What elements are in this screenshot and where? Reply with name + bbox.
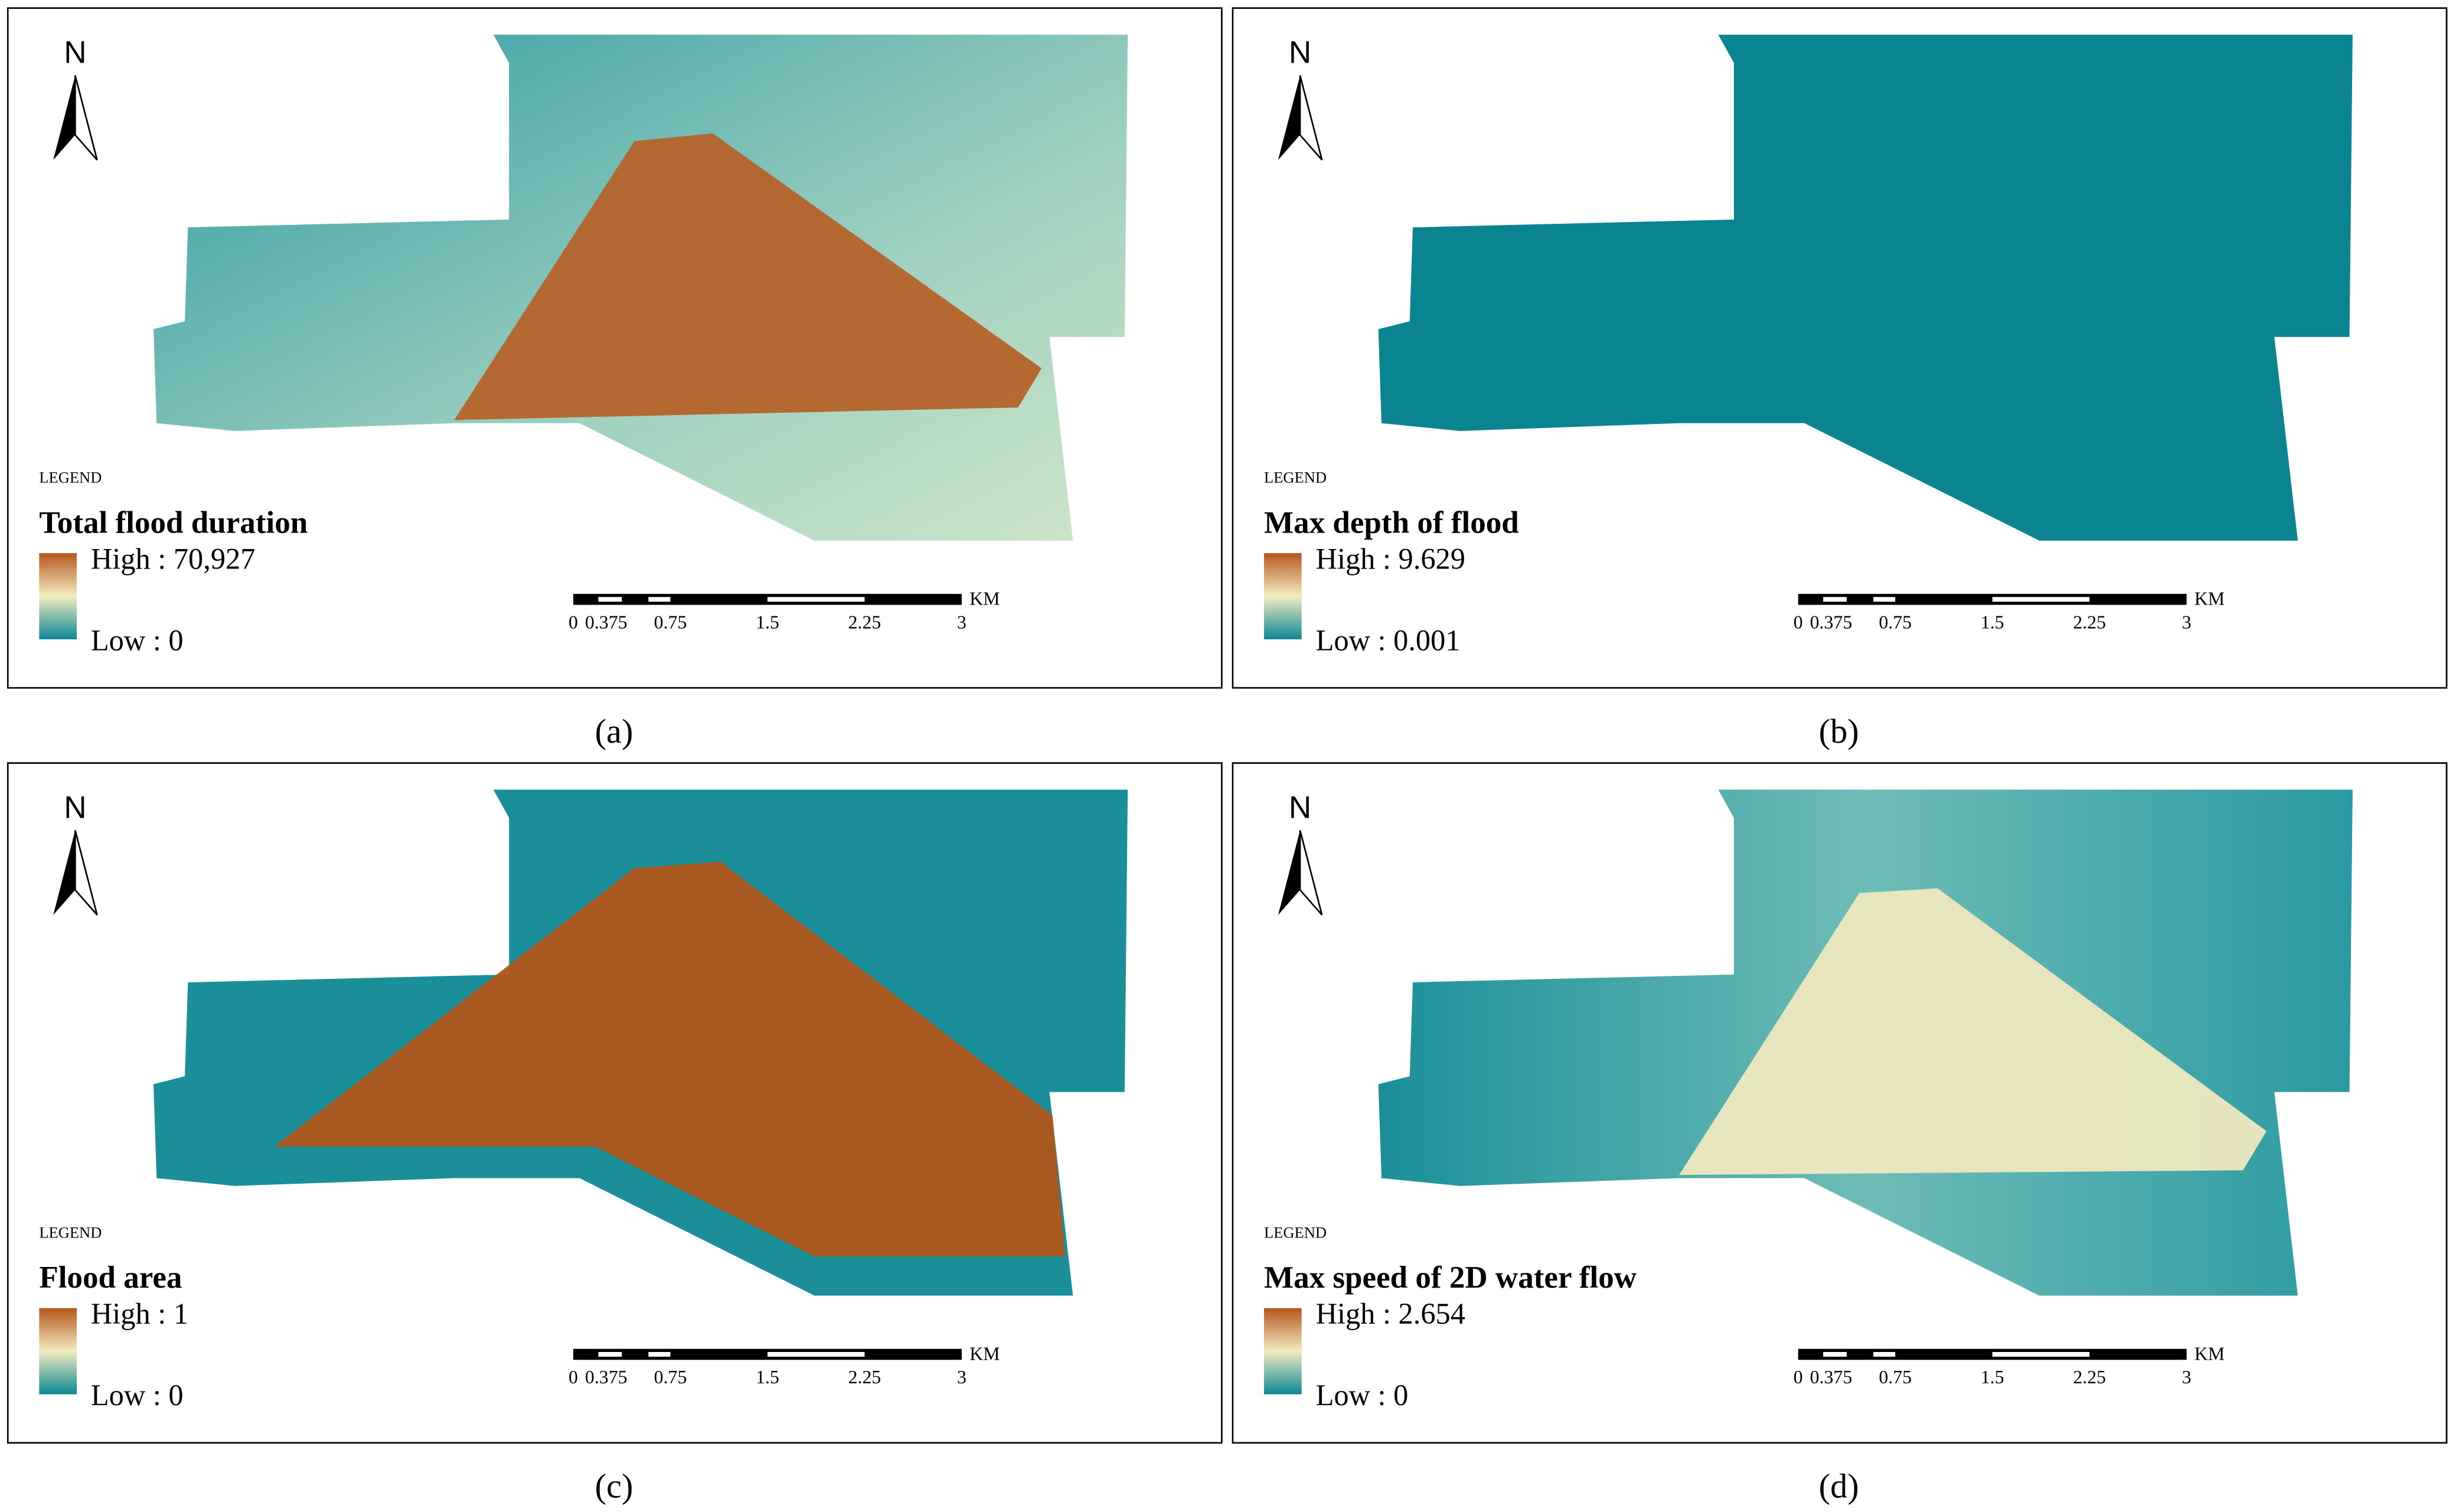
scale-segment	[1823, 1351, 1847, 1357]
legend-ramp	[39, 1308, 77, 1395]
scale-segment	[648, 597, 671, 602]
legend-high: High : 70,927	[91, 542, 256, 575]
scale-label: 0.75	[1879, 612, 1912, 632]
panel-frame	[6, 762, 1223, 1444]
scale-label: 1.5	[1981, 1367, 2004, 1387]
north-arrow-left	[53, 75, 76, 161]
scale-segment	[1873, 597, 1896, 602]
legend-ramp	[1264, 1308, 1302, 1395]
scale-unit: KM	[969, 588, 1000, 609]
north-arrow-left	[1278, 75, 1301, 161]
scale-segment	[1823, 597, 1847, 602]
north-arrow-left	[1278, 830, 1301, 915]
scale-unit: KM	[2194, 588, 2225, 609]
legend-low: Low : 0.001	[1316, 623, 1461, 657]
panel-caption: (b)	[1819, 712, 1859, 750]
scale-label: 0	[1794, 612, 1803, 632]
legend-heading: LEGEND	[1264, 469, 1327, 486]
panel-frame	[1232, 762, 2448, 1444]
panel-caption: (d)	[1819, 1467, 1859, 1506]
map-extent	[1378, 34, 2353, 541]
legend-high: High : 2.654	[1316, 1297, 1465, 1330]
north-arrow-right	[74, 830, 98, 916]
scale-label: 1.5	[1981, 612, 2004, 632]
scale-label: 1.5	[756, 612, 779, 632]
north-label: N	[1289, 790, 1311, 825]
scale-label: 2.25	[848, 1367, 881, 1387]
scale-label: 2.25	[2073, 612, 2106, 632]
legend-heading: LEGEND	[39, 469, 102, 486]
north-arrow-left	[53, 830, 76, 915]
north-arrow-right	[1299, 75, 1323, 161]
legend-high: High : 9.629	[1316, 542, 1465, 575]
scale-label: 1.5	[756, 1367, 779, 1387]
scale-label: 3	[957, 1367, 966, 1387]
scale-label: 2.25	[848, 612, 881, 632]
legend-title: Max depth of flood	[1264, 505, 1519, 540]
scale-label: 2.25	[2073, 1367, 2106, 1387]
panel-frame	[6, 7, 1223, 689]
panel-caption: (c)	[595, 1467, 633, 1506]
scale-label: 0	[1794, 1367, 1803, 1387]
legend-low: Low : 0	[1316, 1379, 1409, 1412]
flood-region	[454, 133, 1042, 420]
scale-segment	[1873, 1351, 1896, 1357]
legend-low: Low : 0	[91, 623, 184, 657]
legend-high: High : 1	[91, 1297, 188, 1330]
scale-label: 0.75	[654, 1367, 687, 1387]
scale-segment	[1992, 597, 2090, 602]
scale-segment	[768, 1351, 865, 1357]
scale-label: 0.375	[585, 612, 628, 632]
north-label: N	[1289, 35, 1311, 70]
scale-label: 0	[569, 612, 578, 632]
scale-segment	[768, 597, 865, 602]
scale-label: 0.375	[1810, 612, 1853, 632]
north-arrow-right	[74, 75, 98, 161]
legend-ramp	[1264, 553, 1302, 639]
scale-label: 0.375	[585, 1367, 628, 1387]
legend-title: Total flood duration	[39, 505, 308, 540]
scale-segment	[648, 1351, 671, 1357]
scale-unit: KM	[2194, 1343, 2225, 1364]
legend-heading: LEGEND	[1264, 1223, 1327, 1241]
legend-title: Max speed of 2D water flow	[1264, 1260, 1637, 1295]
scale-label: 0.75	[1879, 1367, 1912, 1387]
legend-low: Low : 0	[91, 1379, 184, 1412]
north-label: N	[64, 790, 86, 825]
scale-segment	[598, 597, 622, 602]
scale-unit: KM	[969, 1343, 1000, 1364]
panel-frame	[1232, 7, 2448, 689]
legend-heading: LEGEND	[39, 1223, 102, 1241]
scale-label: 0.375	[1810, 1367, 1853, 1387]
scale-label: 0	[569, 1367, 578, 1387]
legend-title: Flood area	[39, 1260, 182, 1295]
scale-segment	[598, 1351, 622, 1357]
scale-label: 0.75	[654, 612, 687, 632]
north-label: N	[64, 35, 86, 70]
panel-caption: (a)	[595, 712, 633, 750]
flood-region	[274, 861, 1066, 1257]
scale-label: 3	[2182, 612, 2192, 632]
flood-region	[1679, 888, 2266, 1175]
north-arrow-right	[1299, 830, 1323, 916]
scale-label: 3	[957, 612, 966, 632]
scale-label: 3	[2182, 1367, 2192, 1387]
scale-segment	[1992, 1351, 2090, 1357]
legend-ramp	[39, 553, 77, 639]
